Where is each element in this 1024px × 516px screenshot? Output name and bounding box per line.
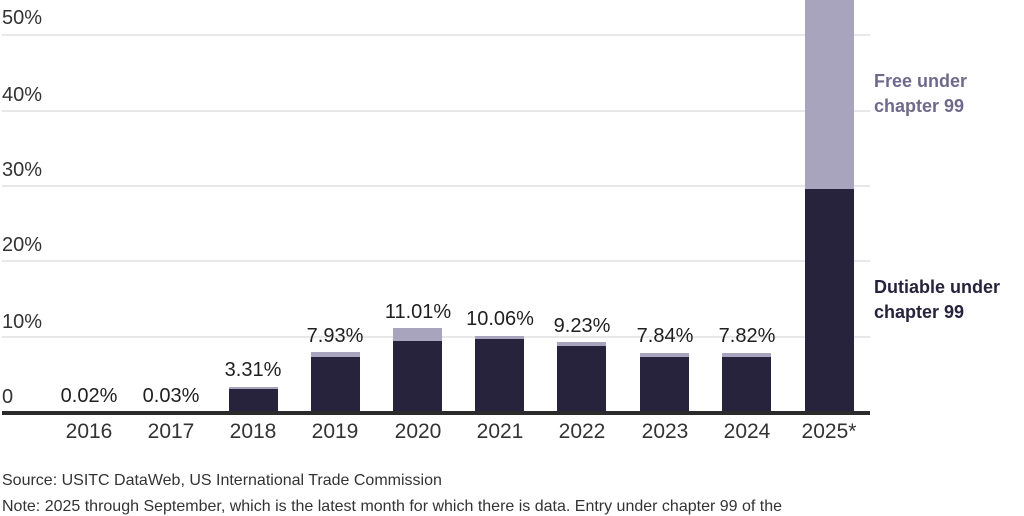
bar-segment-dutiable xyxy=(475,339,524,412)
value-label-2021: 10.06% xyxy=(466,308,534,330)
x-label-2025: 2025* xyxy=(801,420,857,443)
bar-segment-free xyxy=(722,353,771,357)
value-label-2024: 7.82% xyxy=(718,325,776,347)
legend-free-line2: chapter 99 xyxy=(874,96,965,116)
legend-free: Free under chapter 99 xyxy=(874,69,967,119)
value-label-2023: 7.84% xyxy=(636,325,694,347)
x-label-2024: 2024 xyxy=(723,420,771,443)
bar-segment-dutiable xyxy=(805,189,854,412)
x-label-2019: 2019 xyxy=(311,420,359,443)
x-label-2020: 2020 xyxy=(394,420,442,443)
bar-2024 xyxy=(722,353,771,412)
gridline-20 xyxy=(2,260,870,262)
x-label-2023: 2023 xyxy=(641,420,689,443)
bar-segment-free xyxy=(557,342,606,346)
x-label-2017: 2017 xyxy=(147,420,195,443)
x-label-2018: 2018 xyxy=(229,420,277,443)
legend-dutiable-line1: Dutiable under xyxy=(874,277,1001,297)
bar-segment-free xyxy=(640,353,689,357)
gridline-30 xyxy=(2,185,870,187)
y-tick-30: 30% xyxy=(2,159,43,181)
x-label-2016: 2016 xyxy=(65,420,113,443)
bar-segment-free xyxy=(393,328,442,341)
gridline-40 xyxy=(2,110,870,112)
bar-segment-dutiable xyxy=(640,357,689,412)
bar-segment-free xyxy=(805,0,854,189)
bar-segment-dutiable xyxy=(722,357,771,412)
gridline-50 xyxy=(2,34,870,36)
legend-free-line1: Free under xyxy=(874,71,968,91)
bar-2025 xyxy=(805,0,854,412)
bar-2019 xyxy=(311,352,360,412)
bar-segment-dutiable xyxy=(229,389,278,412)
bar-segment-free xyxy=(229,387,278,389)
bar-segment-free xyxy=(475,336,524,339)
bar-segment-dutiable xyxy=(557,346,606,412)
bar-segment-free xyxy=(311,352,360,357)
bar-segment-dutiable xyxy=(311,357,360,412)
y-tick-20: 20% xyxy=(2,234,43,256)
bar-2021 xyxy=(475,336,524,412)
value-label-2019: 7.93% xyxy=(306,325,364,347)
bar-2018 xyxy=(229,387,278,412)
y-tick-0: 0 xyxy=(2,386,14,408)
y-tick-40: 40% xyxy=(2,84,43,106)
x-label-2021: 2021 xyxy=(476,420,524,443)
y-tick-10: 10% xyxy=(2,311,43,333)
bar-2023 xyxy=(640,353,689,412)
source-note: Source: USITC DataWeb, US International … xyxy=(2,472,442,489)
value-label-2020: 11.01% xyxy=(384,301,452,323)
value-label-2022: 9.23% xyxy=(553,315,611,337)
legend-dutiable-line2: chapter 99 xyxy=(874,302,965,322)
legend-dutiable: Dutiable under chapter 99 xyxy=(874,275,1000,325)
bar-2020 xyxy=(393,328,442,412)
bar-segment-dutiable xyxy=(393,341,442,412)
footnote: Note: 2025 through September, which is t… xyxy=(2,498,783,515)
y-tick-50: 50% xyxy=(2,7,43,29)
value-label-2016: 0.02% xyxy=(60,385,118,407)
value-label-2018: 3.31% xyxy=(224,359,282,381)
x-label-2022: 2022 xyxy=(558,420,606,443)
x-axis-baseline xyxy=(2,411,870,415)
value-label-2017: 0.03% xyxy=(142,385,200,407)
bar-2022 xyxy=(557,342,606,412)
